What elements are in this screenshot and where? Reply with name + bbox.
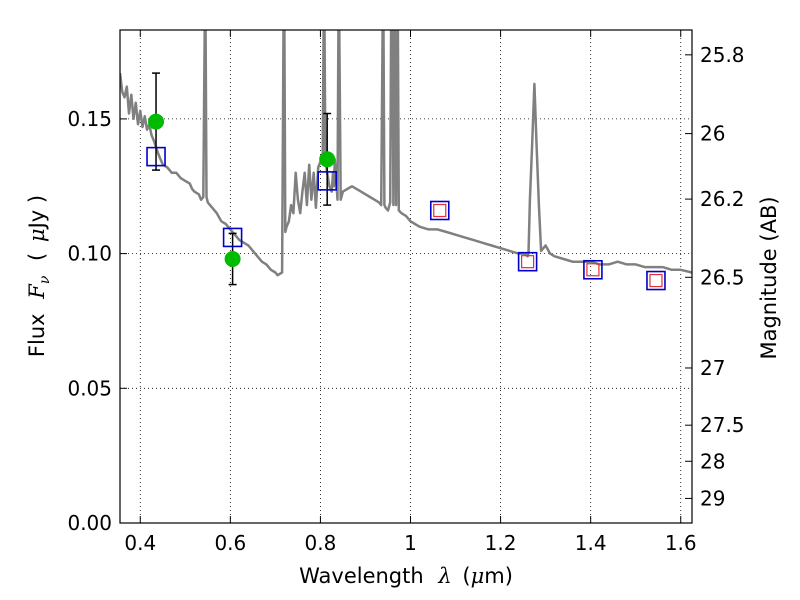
x-tick-label: 1.4 xyxy=(575,531,607,555)
x-axis-label-unit-rest: m) xyxy=(484,564,513,588)
model-flux-square xyxy=(146,146,166,167)
x-axis-label-symbol: λ xyxy=(437,564,451,588)
y-axis-label: Flux Fν ( μJy ) xyxy=(25,195,54,357)
y-axis-label-sub: ν xyxy=(37,275,53,284)
y-tick-label: 0.05 xyxy=(67,376,112,400)
y2-tick-label: 27 xyxy=(700,356,725,380)
model-flux-square xyxy=(429,200,450,221)
model-flux-square xyxy=(583,259,603,280)
x-axis-label-main: Wavelength xyxy=(299,564,424,588)
observed-flux-point xyxy=(224,250,241,267)
y2-tick-label: 25.8 xyxy=(700,43,745,67)
model-flux-square xyxy=(222,227,243,248)
plot-area xyxy=(120,30,692,291)
x-tick-label: 1 xyxy=(404,531,417,555)
y-tick-label: 0.10 xyxy=(67,242,112,266)
x-axis-label-unit-open: ( xyxy=(462,564,470,588)
model-flux-square xyxy=(646,270,666,291)
y2-tick-label: 27.5 xyxy=(700,413,745,437)
y2-tick-label: 29 xyxy=(700,486,725,510)
y-tick-label: 0.00 xyxy=(67,511,112,535)
x-tick-label: 0.6 xyxy=(214,531,246,555)
upper-band-square xyxy=(649,273,663,288)
y2-tick-label: 26.5 xyxy=(700,265,745,289)
x-tick-label: 0.8 xyxy=(305,531,337,555)
y-axis-label-unit-rest: Jy ) xyxy=(25,195,49,231)
upper-band-square xyxy=(586,263,600,277)
y-axis-label-unit-open: ( xyxy=(25,253,49,261)
x-axis-label: Wavelength λ (μm) xyxy=(299,564,513,588)
y-axis-label-main: Flux xyxy=(25,313,49,357)
model-spectrum-line xyxy=(120,30,692,277)
observed-flux-point xyxy=(148,113,165,130)
y2-tick-label: 26.2 xyxy=(700,187,745,211)
model-flux-square xyxy=(317,171,337,191)
axes-frame xyxy=(119,29,693,524)
x-tick-label: 1.6 xyxy=(665,531,697,555)
y-axis-label-unit-mu: μ xyxy=(25,228,49,242)
y2-tick-label: 28 xyxy=(700,449,725,473)
x-axis-label-unit-mu: μ xyxy=(471,564,485,588)
y-axis-label-symbol: F xyxy=(25,283,49,300)
y-tick-label: 0.15 xyxy=(67,107,112,131)
axis-ticks: 0.4 0.6 0.8 1 1.2 1.4 1.6 0.00 0.05 0.10 0.15 25.8 2… xyxy=(67,30,745,555)
x-tick-label: 0.4 xyxy=(124,531,156,555)
observed-flux-point xyxy=(319,151,336,168)
right-axis-label: Magnitude (AB) xyxy=(757,196,781,359)
upper-band-square xyxy=(433,203,447,218)
grid-lines xyxy=(120,30,692,523)
upper-band-square xyxy=(521,255,535,269)
x-tick-label: 1.2 xyxy=(485,531,517,555)
y2-tick-label: 26 xyxy=(700,122,725,146)
model-flux-square xyxy=(517,251,538,272)
